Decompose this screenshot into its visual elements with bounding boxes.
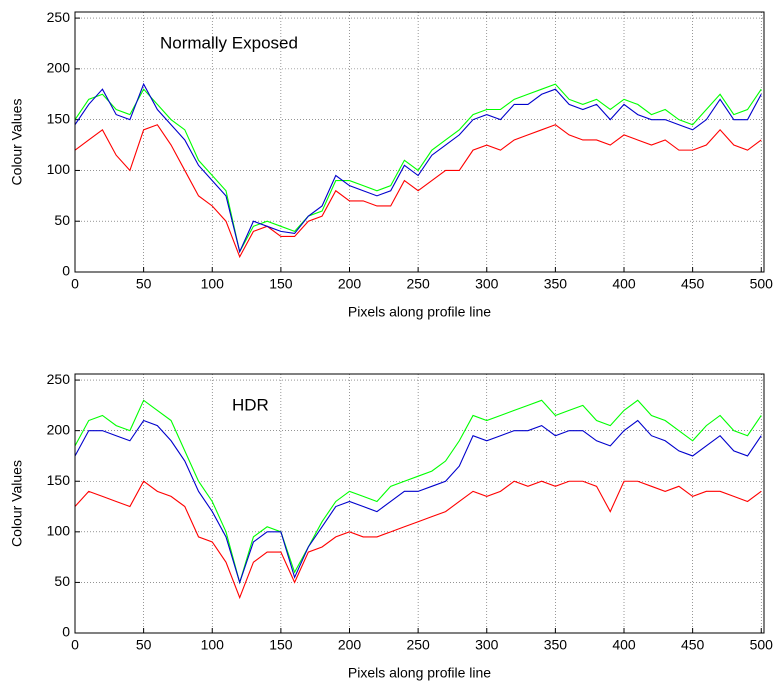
data-line [74,419,762,585]
y-tick-label: 100 [47,523,71,539]
data-line [74,82,762,254]
data-line [74,399,762,585]
x-tick-label: 450 [681,637,705,653]
x-tick-label: 150 [269,637,293,653]
x-tick-label: 0 [71,276,79,292]
y-axis-label: Colour Values [9,460,25,547]
x-tick-label: 250 [406,637,430,653]
y-tick-label: 50 [54,573,70,589]
y-tick-label: 250 [47,9,71,25]
y-tick-label: 50 [54,212,70,228]
y-tick-label: 200 [47,421,71,437]
x-tick-label: 500 [750,276,774,292]
y-tick-label: 250 [47,371,71,387]
y-tick-label: 100 [47,161,71,177]
x-tick-label: 150 [269,276,293,292]
x-tick-label: 50 [136,637,152,653]
plot-frame [74,373,765,634]
x-tick-label: 400 [612,637,636,653]
y-tick-label: 0 [62,263,70,279]
y-tick-label: 200 [47,60,71,76]
data-line [74,83,762,254]
x-tick-label: 100 [201,276,225,292]
x-tick-label: 400 [612,276,636,292]
plot-background [75,374,764,633]
x-tick-label: 350 [544,637,568,653]
x-tick-label: 300 [475,276,499,292]
y-tick-label: 150 [47,472,71,488]
annotation: Normally Exposed [160,33,298,52]
plot-frame [74,11,765,273]
x-tick-label: 0 [71,637,79,653]
y-axis-label: Colour Values [9,99,25,186]
data-line [74,480,762,600]
y-tick-label: 0 [62,624,70,640]
x-tick-label: 50 [136,276,152,292]
x-axis-label: Pixels along profile line [348,665,491,681]
x-tick-label: 250 [406,276,430,292]
x-tick-label: 450 [681,276,705,292]
data-line [74,124,762,259]
x-tick-label: 300 [475,637,499,653]
x-tick-label: 350 [544,276,568,292]
annotation: HDR [232,395,269,414]
x-tick-label: 200 [338,637,362,653]
x-tick-label: 100 [201,637,225,653]
x-axis-label: Pixels along profile line [348,304,491,320]
y-tick-label: 150 [47,110,71,126]
x-tick-label: 200 [338,276,362,292]
x-tick-label: 500 [750,637,774,653]
